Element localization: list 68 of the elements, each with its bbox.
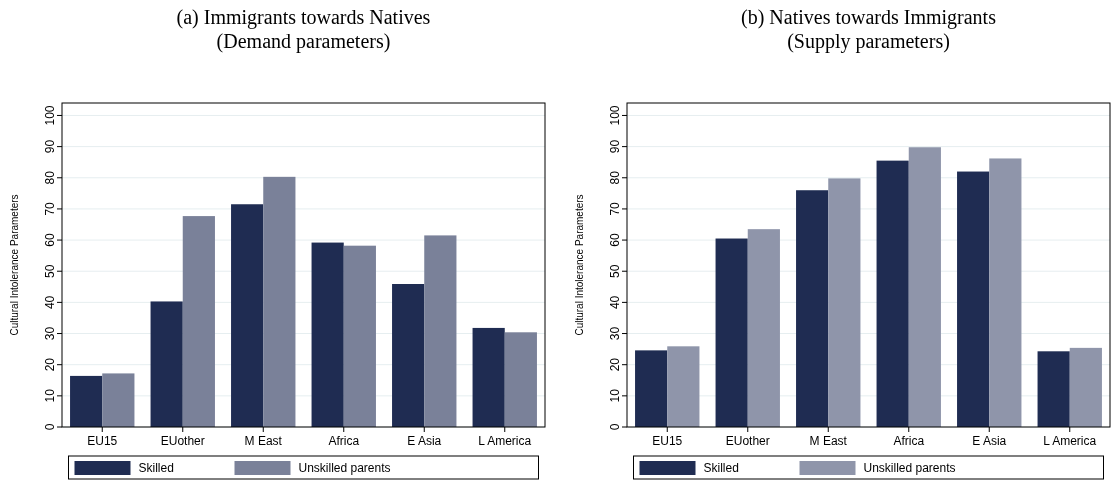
bar (715, 238, 748, 427)
bar (908, 147, 941, 427)
x-tick-label: Africa (893, 434, 925, 448)
legend-label: Unskilled parents (863, 461, 956, 475)
bar (1037, 351, 1070, 427)
bar (876, 160, 909, 427)
y-tick-label: 0 (43, 423, 57, 431)
bar (635, 350, 668, 427)
y-tick-label: 60 (608, 233, 622, 247)
y-tick-label: 0 (608, 423, 622, 431)
bar (1069, 347, 1102, 427)
chart-subtitle: (Supply parameters) (787, 30, 950, 53)
y-tick-label: 100 (43, 105, 57, 126)
bar (231, 204, 264, 427)
y-tick-label: 40 (608, 295, 622, 310)
bar (989, 158, 1022, 427)
y-tick-label: 10 (43, 388, 57, 403)
bar (796, 190, 829, 427)
legend-label: Skilled (138, 461, 174, 475)
y-axis-title: Cultural Intolerance Parameters (574, 194, 585, 336)
y-tick-label: 90 (43, 139, 57, 154)
y-tick-label: 50 (43, 264, 57, 278)
x-tick-label: Africa (328, 434, 360, 448)
y-tick-label: 70 (43, 201, 57, 216)
bar (667, 346, 700, 427)
y-tick-label: 20 (43, 357, 57, 372)
y-tick-label: 80 (43, 170, 57, 185)
bar (504, 332, 537, 427)
bar (957, 171, 990, 427)
x-tick-label: E Asia (972, 434, 1007, 448)
legend-label: Unskilled parents (298, 461, 391, 475)
y-tick-label: 90 (608, 139, 622, 154)
x-tick-label: L America (478, 434, 532, 448)
chart-title: (a) Immigrants towards Natives (176, 6, 431, 29)
y-tick-label: 100 (608, 105, 622, 126)
y-tick-label: 60 (43, 233, 57, 247)
x-tick-label: EU15 (87, 434, 118, 448)
bar (102, 373, 135, 427)
bar (747, 229, 780, 427)
bar (150, 301, 183, 427)
x-tick-label: E Asia (407, 434, 442, 448)
y-tick-label: 30 (43, 326, 57, 341)
x-tick-label: EU15 (652, 434, 683, 448)
bar (311, 242, 344, 427)
bar (392, 284, 425, 427)
bar (472, 327, 505, 427)
x-tick-label: EUother (160, 434, 205, 448)
y-tick-label: 70 (608, 201, 622, 216)
y-tick-label: 80 (608, 170, 622, 185)
y-tick-label: 10 (608, 388, 622, 403)
chart-subtitle: (Demand parameters) (216, 30, 391, 53)
bar (343, 245, 376, 427)
bar (263, 176, 296, 427)
y-tick-label: 50 (608, 264, 622, 278)
x-tick-label: M East (244, 434, 283, 448)
bar (828, 178, 861, 427)
y-tick-label: 20 (608, 357, 622, 372)
x-tick-label: L America (1043, 434, 1097, 448)
x-tick-label: M East (809, 434, 848, 448)
x-tick-label: EUother (725, 434, 770, 448)
y-tick-label: 40 (43, 295, 57, 310)
y-axis-title: Cultural Intolerance Parameters (9, 194, 20, 336)
chart-title: (b) Natives towards Immigrants (741, 6, 997, 29)
bar (70, 375, 103, 427)
y-tick-label: 30 (608, 326, 622, 341)
bar (424, 235, 457, 427)
bar (182, 216, 215, 427)
legend-label: Skilled (703, 461, 739, 475)
